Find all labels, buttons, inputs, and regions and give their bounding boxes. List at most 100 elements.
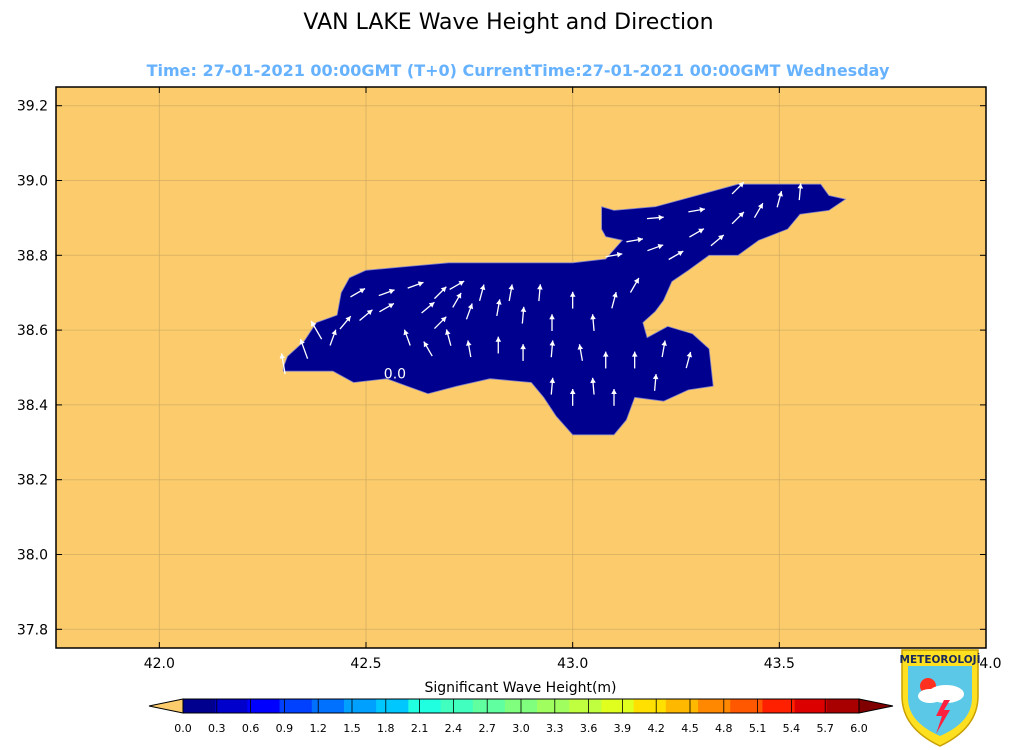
colorbar-tick-label: 2.7: [478, 722, 496, 735]
wave-arrow: [647, 244, 664, 252]
colorbar-label: Significant Wave Height(m): [424, 680, 617, 696]
page-title: VAN LAKE Wave Height and Direction: [303, 10, 714, 35]
wave-arrow: [279, 353, 286, 375]
wave-arrow: [496, 299, 502, 317]
wave-arrow: [495, 336, 502, 354]
colorbar-tick-label: 5.7: [816, 722, 834, 735]
wave-arrow: [661, 340, 667, 358]
meteoroloji-logo-icon: METEOROLOJİ: [900, 649, 980, 747]
wave-arrow: [423, 341, 433, 357]
colorbar-tick-label: 0.6: [242, 722, 260, 735]
wave-arrow: [549, 377, 556, 395]
y-tick-label: 38.2: [17, 473, 48, 489]
colorbar-swatch: [826, 699, 860, 713]
wave-arrow: [569, 291, 576, 309]
colorbar-tick-label: 3.6: [580, 722, 598, 735]
wave-arrow: [602, 351, 609, 369]
wave-arrow: [605, 252, 623, 258]
wave-arrow: [629, 277, 640, 293]
colorbar-tick-label: 0.0: [174, 722, 192, 735]
wave-arrow: [310, 320, 323, 340]
wave-arrow: [466, 340, 472, 358]
wave-arrow: [590, 314, 596, 332]
colorbar-swatch: [794, 699, 828, 713]
colorbar-swatch: [215, 699, 248, 713]
wave-arrow: [478, 284, 486, 301]
wave-direction-arrows: [279, 181, 804, 406]
colorbar-tick-label: 0.3: [208, 722, 226, 735]
colorbar-swatch: [472, 699, 506, 713]
wave-arrow: [329, 329, 337, 346]
colorbar-tick-label: 4.2: [647, 722, 665, 735]
colorbar-tick-label: 6.0: [850, 722, 868, 735]
y-tick-label: 38.8: [17, 248, 48, 264]
colorbar-swatch: [440, 699, 474, 713]
wave-arrow: [590, 377, 596, 395]
colorbar-swatch: [311, 699, 345, 713]
y-tick-label: 38.0: [17, 548, 48, 564]
colorbar-swatch: [698, 699, 731, 713]
x-tick-label: 42.0: [144, 656, 175, 672]
x-tick-label: 42.5: [350, 656, 381, 672]
wave-arrow: [753, 202, 764, 219]
wave-arrow: [569, 389, 576, 406]
y-tick-label: 38.6: [17, 323, 48, 339]
wave-arrow: [339, 315, 352, 330]
colorbar-swatch: [730, 699, 763, 713]
wave-arrow: [434, 286, 447, 300]
colorbar-swatch: [343, 699, 377, 713]
wave-arrow: [379, 302, 395, 313]
wave-arrow: [378, 288, 395, 297]
wave-arrow: [611, 291, 618, 309]
wave-arrow: [520, 344, 526, 361]
colorbar-swatch: [408, 699, 442, 713]
x-tick-label: 43.0: [557, 656, 588, 672]
colorbar-tick-label: 3.9: [614, 722, 632, 735]
y-tick-label: 37.8: [17, 622, 48, 638]
colorbar-swatch: [633, 699, 667, 713]
colorbar-swatch: [762, 699, 796, 713]
wave-arrow: [626, 237, 644, 243]
colorbar-under-arrow: [148, 698, 184, 714]
wave-arrow: [434, 316, 447, 330]
wave-arrow: [646, 214, 664, 221]
colorbar-swatch: [279, 699, 313, 713]
colorbar-over-arrow: [858, 698, 894, 714]
colorbar-swatch: [569, 699, 602, 713]
wave-arrow: [685, 351, 692, 369]
plot-frame: [55, 86, 987, 649]
colorbar-tick-label: 2.4: [445, 722, 463, 735]
wave-arrow: [776, 190, 783, 208]
wave-arrow: [688, 207, 706, 213]
wave-arrow: [731, 211, 745, 225]
wave-arrow: [797, 183, 804, 201]
wave-arrow: [299, 338, 309, 359]
forecast-time-subtitle: Time: 27-01-2021 00:00GMT (T+0) CurrentT…: [146, 61, 890, 80]
wave-arrow: [689, 228, 705, 238]
wave-arrow: [520, 306, 527, 324]
wave-arrow: [421, 301, 435, 314]
colorbar-tick-label: 1.2: [309, 722, 327, 735]
colorbar-tick-label: 1.8: [377, 722, 395, 735]
colorbar-swatch: [183, 699, 216, 713]
wave-arrow: [537, 284, 543, 302]
colorbar-tick-label: 4.8: [715, 722, 733, 735]
colorbar-swatch: [601, 699, 635, 713]
contour-label: 0.0: [384, 367, 406, 383]
wave-arrow: [465, 303, 474, 320]
colorbar-tick-label: 4.5: [681, 722, 699, 735]
y-tick-label: 38.4: [17, 398, 48, 414]
wave-arrow: [549, 314, 555, 332]
y-tick-label: 39.0: [17, 174, 48, 190]
colorbar: 0.0 0.3 0.6 0.9 1.2 1.5 1.8 2.1 2.4 2.7 3.0 3.3 3.6 3…: [148, 698, 894, 735]
wave-arrow: [403, 329, 411, 346]
wave-arrow: [407, 281, 424, 289]
colorbar-swatch: [665, 699, 699, 713]
colorbar-tick-label: 5.1: [749, 722, 767, 735]
wave-arrow: [445, 329, 452, 346]
lake-water-area: [282, 183, 847, 436]
logo-text: METEOROLOJİ: [900, 652, 980, 666]
wave-arrow: [350, 287, 366, 298]
wave-arrow: [359, 309, 373, 322]
